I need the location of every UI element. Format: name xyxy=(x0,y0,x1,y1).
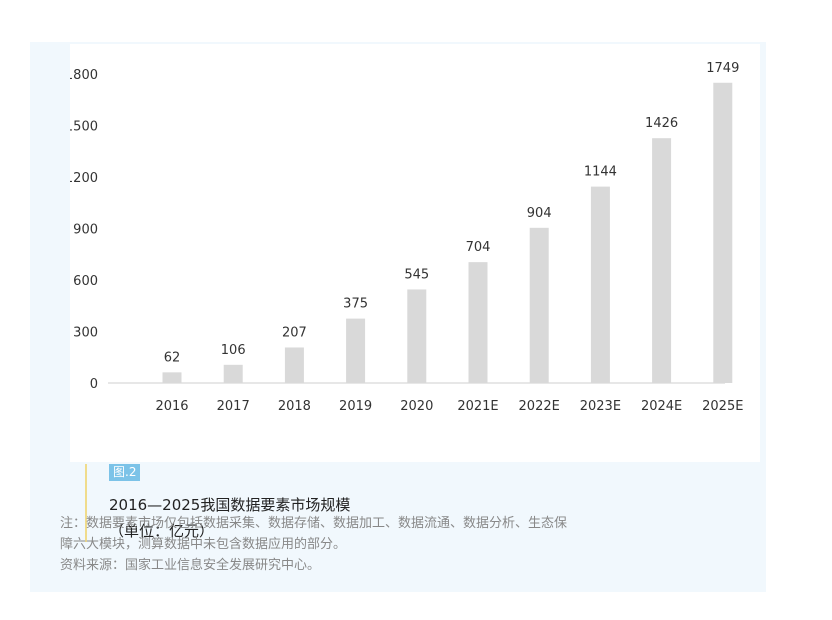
y-tick-label: 1200 xyxy=(70,171,98,186)
bars xyxy=(162,82,733,383)
bar-2025E xyxy=(713,82,733,383)
y-tick-label: 1800 xyxy=(70,68,98,83)
figure-caption: 图.2 2016—2025我国数据要素市场规模 （单位：亿元） xyxy=(85,464,507,542)
data-label: 704 xyxy=(466,240,491,255)
x-tick-label: 2020 xyxy=(400,399,433,414)
y-tick-label: 0 xyxy=(90,377,98,392)
x-tick-label: 2025E xyxy=(702,399,743,414)
data-label: 106 xyxy=(221,343,246,358)
source-line: 资料来源：国家工业信息安全发展研究中心。 xyxy=(60,558,321,573)
data-label: 207 xyxy=(282,325,307,340)
figure-tag: 图.2 xyxy=(109,464,141,481)
x-tick-label: 2018 xyxy=(278,399,311,414)
note-line-1: 注：数据要素市场仅包括数据采集、数据存储、数据加工、数据流通、数据分析、生态保 xyxy=(60,516,568,531)
bar-2016 xyxy=(162,372,182,383)
data-label: 1749 xyxy=(706,61,739,76)
x-tick-label: 2023E xyxy=(580,399,621,414)
y-axis-ticks: 0 300 600 900 1200 1500 1800 xyxy=(70,68,98,392)
data-label: 62 xyxy=(164,350,181,365)
figure-unit: （单位：亿元） xyxy=(109,522,215,540)
data-label: 375 xyxy=(343,297,368,312)
bar-chart: 0 300 600 900 1200 1500 1800 62 106 207 375 545 704… xyxy=(70,61,743,414)
y-tick-label: 1500 xyxy=(70,120,98,135)
x-tick-label: 2017 xyxy=(217,399,250,414)
data-label: 904 xyxy=(527,206,552,221)
y-tick-label: 900 xyxy=(73,223,98,238)
figure-card: 0 300 600 900 1200 1500 1800 62 106 207 375 545 704… xyxy=(30,42,766,592)
bar-2017 xyxy=(223,364,243,383)
bar-2024E xyxy=(652,138,672,383)
x-tick-label: 2016 xyxy=(155,399,188,414)
bar-2023E xyxy=(590,186,610,383)
data-label: 1144 xyxy=(584,165,617,180)
x-tick-label: 2019 xyxy=(339,399,372,414)
data-label: 1426 xyxy=(645,116,678,131)
y-tick-label: 300 xyxy=(73,326,98,341)
bar-2021E xyxy=(468,262,488,383)
x-tick-label: 2024E xyxy=(641,399,682,414)
bar-2022E xyxy=(529,227,549,383)
bar-2019 xyxy=(346,318,366,383)
data-labels: 62 106 207 375 545 704 904 1144 1426 1749 xyxy=(164,61,740,366)
bar-2020 xyxy=(407,289,427,383)
figure-title: 2016—2025我国数据要素市场规模 xyxy=(109,496,351,514)
bar-2018 xyxy=(284,347,304,383)
x-tick-label: 2021E xyxy=(457,399,498,414)
footnotes: 注：数据要素市场仅包括数据采集、数据存储、数据加工、数据流通、数据分析、生态保 … xyxy=(60,513,760,576)
chart-area: 0 300 600 900 1200 1500 1800 62 106 207 375 545 704… xyxy=(70,44,760,462)
data-label: 545 xyxy=(404,267,429,282)
y-tick-label: 600 xyxy=(73,274,98,289)
note-line-2: 障六大模块，测算数据中未包含数据应用的部分。 xyxy=(60,537,347,552)
x-tick-label: 2022E xyxy=(519,399,560,414)
x-axis-ticks: 2016 2017 2018 2019 2020 2021E 2022E 2023E 2024E… xyxy=(155,399,743,414)
